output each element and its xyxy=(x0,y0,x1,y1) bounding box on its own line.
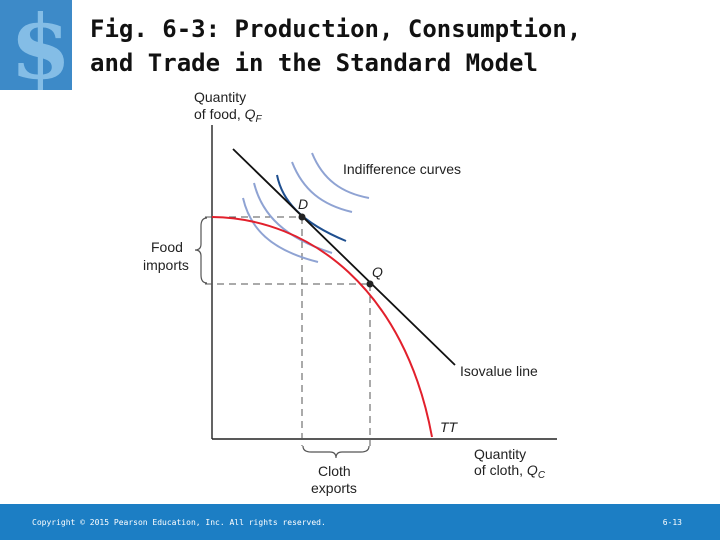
point-d-label: D xyxy=(298,196,308,212)
cloth-exports-brace xyxy=(302,445,370,459)
isovalue-line xyxy=(232,148,456,366)
x-axis-label-line-1: Quantity xyxy=(474,446,526,462)
indifference-curve xyxy=(253,182,333,254)
indifference-curve xyxy=(291,161,353,213)
title-line-1: Fig. 6-3: Production, Consumption, xyxy=(90,15,582,43)
page-number: 6-13 xyxy=(662,518,682,527)
food-imports-label-line-1: Food xyxy=(151,239,183,255)
copyright-text: Copyright © 2015 Pearson Education, Inc.… xyxy=(32,518,326,527)
footer-bar: Copyright © 2015 Pearson Education, Inc.… xyxy=(0,504,720,540)
tt-label: TT xyxy=(440,419,459,435)
point-q-marker xyxy=(366,280,374,288)
page-title: Fig. 6-3: Production, Consumption, and T… xyxy=(90,12,581,80)
svg-text:$: $ xyxy=(10,0,71,90)
food-imports-brace xyxy=(194,217,208,284)
cloth-exports-label-line-1: Cloth xyxy=(318,463,351,479)
title-line-2: and Trade in the Standard Model xyxy=(90,49,538,77)
tt-curve xyxy=(211,216,433,438)
indifference-curve xyxy=(311,152,370,199)
isovalue-line-label: Isovalue line xyxy=(460,363,538,379)
y-axis-label-line-2: of food, QF xyxy=(194,106,262,125)
x-axis-label-line-2: of cloth, QC xyxy=(474,462,546,481)
cloth-exports-label-line-2: exports xyxy=(311,480,357,496)
indifference-curve xyxy=(242,197,319,263)
indifference-curves-label: Indifference curves xyxy=(343,161,461,177)
dollar-sign-logo: $ xyxy=(0,0,72,90)
point-d-marker xyxy=(298,213,306,221)
y-axis-label-line-1: Quantity xyxy=(194,89,246,105)
point-q-label: Q xyxy=(372,264,383,280)
food-imports-label-line-2: imports xyxy=(143,257,189,273)
